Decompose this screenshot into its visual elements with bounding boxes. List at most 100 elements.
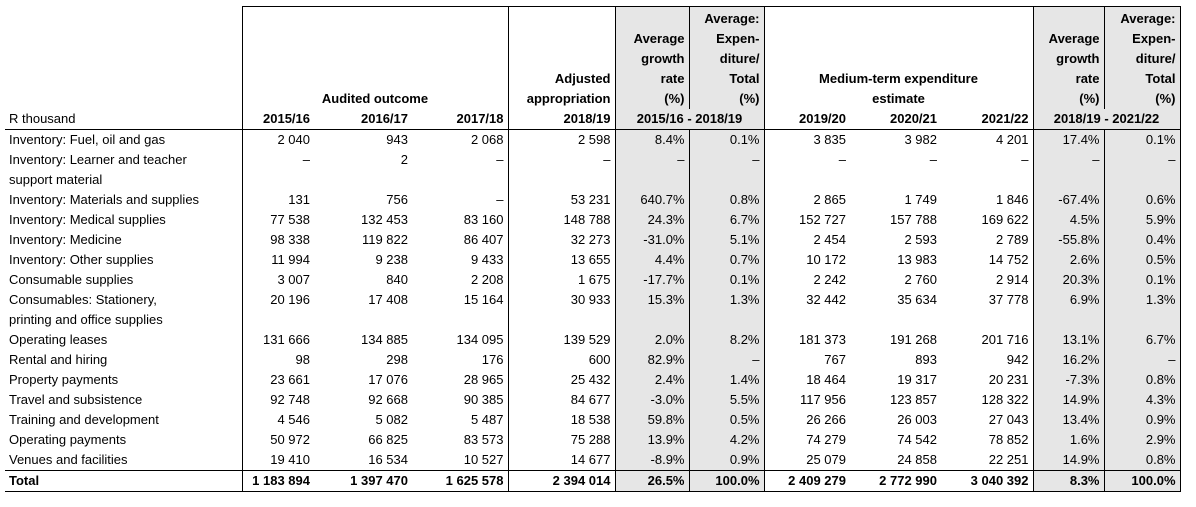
value-cell: 3 007 — [241, 270, 314, 290]
year-header: 2017/18 — [412, 109, 508, 130]
value-cell: 840 — [386, 272, 408, 287]
value-cell: 6.7% — [688, 210, 764, 230]
text-line: Total — [729, 71, 760, 86]
value-cell: 0.4% — [1103, 230, 1181, 250]
value-cell: 139 529 — [507, 330, 615, 350]
value-cell: 26.5% — [614, 470, 689, 492]
table-row: Inventory: Medical supplies 77 538 132 453… — [5, 210, 1181, 230]
value-cell: 11 994 — [241, 250, 314, 270]
value-cell: 134 095 — [456, 332, 504, 347]
value-cell: 98 338 — [241, 230, 314, 250]
value-cell: 2 760 — [904, 272, 937, 287]
value-cell: 25 432 — [507, 370, 615, 390]
value-cell: 1.6% — [1032, 430, 1104, 450]
value-cell: 134 885 — [361, 332, 408, 347]
value-cell: 16 534 — [368, 452, 408, 467]
value-cell: 8.4% — [614, 129, 689, 150]
value-cell: 4.5% — [1032, 210, 1104, 230]
value-cell: 20 231 — [988, 372, 1029, 387]
value-cell: 600 — [507, 350, 615, 370]
text-line: (%) — [739, 91, 760, 106]
value-cell: 117 956 — [763, 390, 850, 410]
row-label: Inventory: Medicine — [9, 232, 122, 247]
value-cell: – — [507, 150, 615, 190]
value-cell: 942 — [1006, 352, 1029, 367]
row-label: Inventory: Learner and teacher support ma… — [5, 150, 242, 190]
text-line: Average: — [1120, 11, 1176, 26]
value-cell: 131 — [241, 190, 314, 210]
range-header: 2015/16 - 2018/19 — [614, 109, 764, 130]
value-cell: – — [1032, 150, 1104, 190]
value-cell: 157 788 — [890, 212, 937, 227]
value-cell: 9 238 — [375, 252, 408, 267]
value-cell: 3 982 — [904, 132, 937, 147]
table-row: Training and development 4 546 5 082 5 487 1… — [5, 410, 1181, 430]
value-cell: 2 772 990 — [850, 470, 941, 492]
row-label: Travel and subsistence — [9, 392, 143, 407]
value-cell: 0.1% — [1103, 129, 1181, 150]
value-cell: 1 846 — [995, 192, 1029, 207]
table-row: Operating leases 131 666 134 885 134 095 139… — [5, 330, 1181, 350]
text-line: Average: — [704, 11, 760, 26]
value-cell: 4 546 — [241, 410, 314, 430]
value-cell: 15 164 — [463, 292, 504, 307]
value-cell: 181 373 — [763, 330, 850, 350]
year-header: 2018/19 — [507, 109, 615, 130]
range-header: 2018/19 - 2021/22 — [1032, 109, 1181, 130]
value-cell: 0.8% — [1103, 450, 1181, 471]
value-cell: 1 625 578 — [412, 470, 508, 492]
value-cell: 2 409 279 — [763, 470, 850, 492]
value-cell: 4.3% — [1103, 390, 1181, 410]
value-cell: 24 858 — [897, 452, 937, 467]
row-label: Total — [5, 470, 242, 492]
value-cell: 77 538 — [241, 210, 314, 230]
text-line: growth — [1056, 51, 1100, 66]
value-cell: 8.2% — [688, 330, 764, 350]
value-cell: 128 322 — [981, 392, 1029, 407]
value-cell: 123 857 — [890, 392, 937, 407]
value-cell: 66 825 — [368, 432, 408, 447]
value-cell: 83 573 — [463, 432, 504, 447]
value-cell: 298 — [386, 352, 408, 367]
value-cell: 640.7% — [614, 190, 689, 210]
value-cell: 5.9% — [1103, 210, 1181, 230]
text-line: printing and office supplies — [9, 312, 163, 327]
text-line: Total — [1145, 71, 1176, 86]
value-cell: 22 251 — [988, 452, 1029, 467]
value-cell: -17.7% — [614, 270, 689, 290]
value-cell: 24.3% — [614, 210, 689, 230]
value-cell: 756 — [386, 192, 408, 207]
year-header: 2016/17 — [314, 109, 412, 130]
text-line: Consumables: Stationery, — [9, 292, 157, 307]
value-cell: 0.8% — [1103, 370, 1181, 390]
value-cell: 1 183 894 — [241, 470, 314, 492]
unit-label: R thousand — [5, 109, 242, 130]
value-cell: – — [1103, 350, 1181, 370]
value-cell: 3 835 — [763, 129, 850, 150]
table-row: Consumable supplies 3 007 840 2 208 1 675 -17… — [5, 270, 1181, 290]
value-cell: 0.5% — [688, 410, 764, 430]
row-label: Operating payments — [9, 432, 127, 447]
value-cell: 28 965 — [463, 372, 504, 387]
text-line: rate — [660, 71, 685, 86]
row-label: Inventory: Materials and supplies — [9, 192, 200, 207]
value-cell: – — [614, 150, 689, 190]
value-cell: -8.9% — [614, 450, 689, 471]
header-cell: Average: Expen-diture/Total (%) — [688, 6, 764, 109]
value-cell: 13 655 — [507, 250, 615, 270]
value-cell: 100.0% — [1103, 470, 1181, 492]
value-cell: – — [688, 150, 764, 190]
value-cell: 2.6% — [1032, 250, 1104, 270]
value-cell: 26 266 — [763, 410, 850, 430]
value-cell: – — [241, 150, 314, 190]
value-cell: 75 288 — [507, 430, 615, 450]
row-label: Training and development — [9, 412, 159, 427]
value-cell: 1 397 470 — [314, 470, 412, 492]
table-row: Inventory: Medicine 98 338 119 822 86 407 32… — [5, 230, 1181, 250]
value-cell: 14.9% — [1032, 450, 1104, 471]
value-cell: 86 407 — [463, 232, 504, 247]
value-cell: -55.8% — [1032, 230, 1104, 250]
table-row: Inventory: Learner and teacher support ma… — [5, 150, 1181, 190]
value-cell: 83 160 — [463, 212, 504, 227]
